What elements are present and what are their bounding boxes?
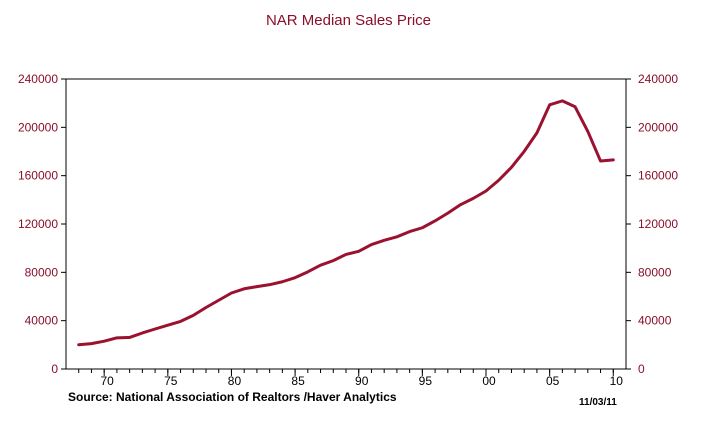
x-tick-label: 80 [228, 374, 242, 388]
y-tick-label-left: 160000 [18, 169, 58, 183]
y-tick-label-left: 120000 [18, 217, 58, 231]
x-tick-label: 85 [291, 374, 305, 388]
y-tick-label-right: 0 [638, 362, 645, 376]
x-tick-label: 10 [610, 374, 624, 388]
x-tick-label: 00 [482, 374, 496, 388]
x-tick-label: 95 [419, 374, 433, 388]
x-tick-label: 70 [101, 374, 115, 388]
y-tick-label-left: 0 [51, 362, 58, 376]
y-tick-label-left: 40000 [25, 314, 59, 328]
y-tick-label-right: 40000 [638, 314, 672, 328]
source-note: Source: National Association of Realtors… [68, 390, 397, 404]
y-tick-label-right: 160000 [638, 169, 678, 183]
series-layer [77, 99, 615, 347]
y-tick-label-right: 200000 [638, 120, 678, 134]
chart-title: NAR Median Sales Price [265, 12, 432, 29]
y-tick-label-left: 80000 [25, 265, 59, 279]
series-line [77, 99, 615, 347]
date-stamp: 11/03/11 [579, 397, 617, 408]
y-tick-label-right: 240000 [638, 72, 678, 86]
y-tick-label-left: 200000 [18, 120, 58, 134]
x-tick-label: 75 [164, 374, 178, 388]
x-tick-label: 05 [546, 374, 560, 388]
y-tick-label-right: 120000 [638, 217, 678, 231]
y-tick-label-left: 240000 [18, 72, 58, 86]
x-tick-label: 90 [355, 374, 369, 388]
y-tick-label-right: 80000 [638, 265, 672, 279]
